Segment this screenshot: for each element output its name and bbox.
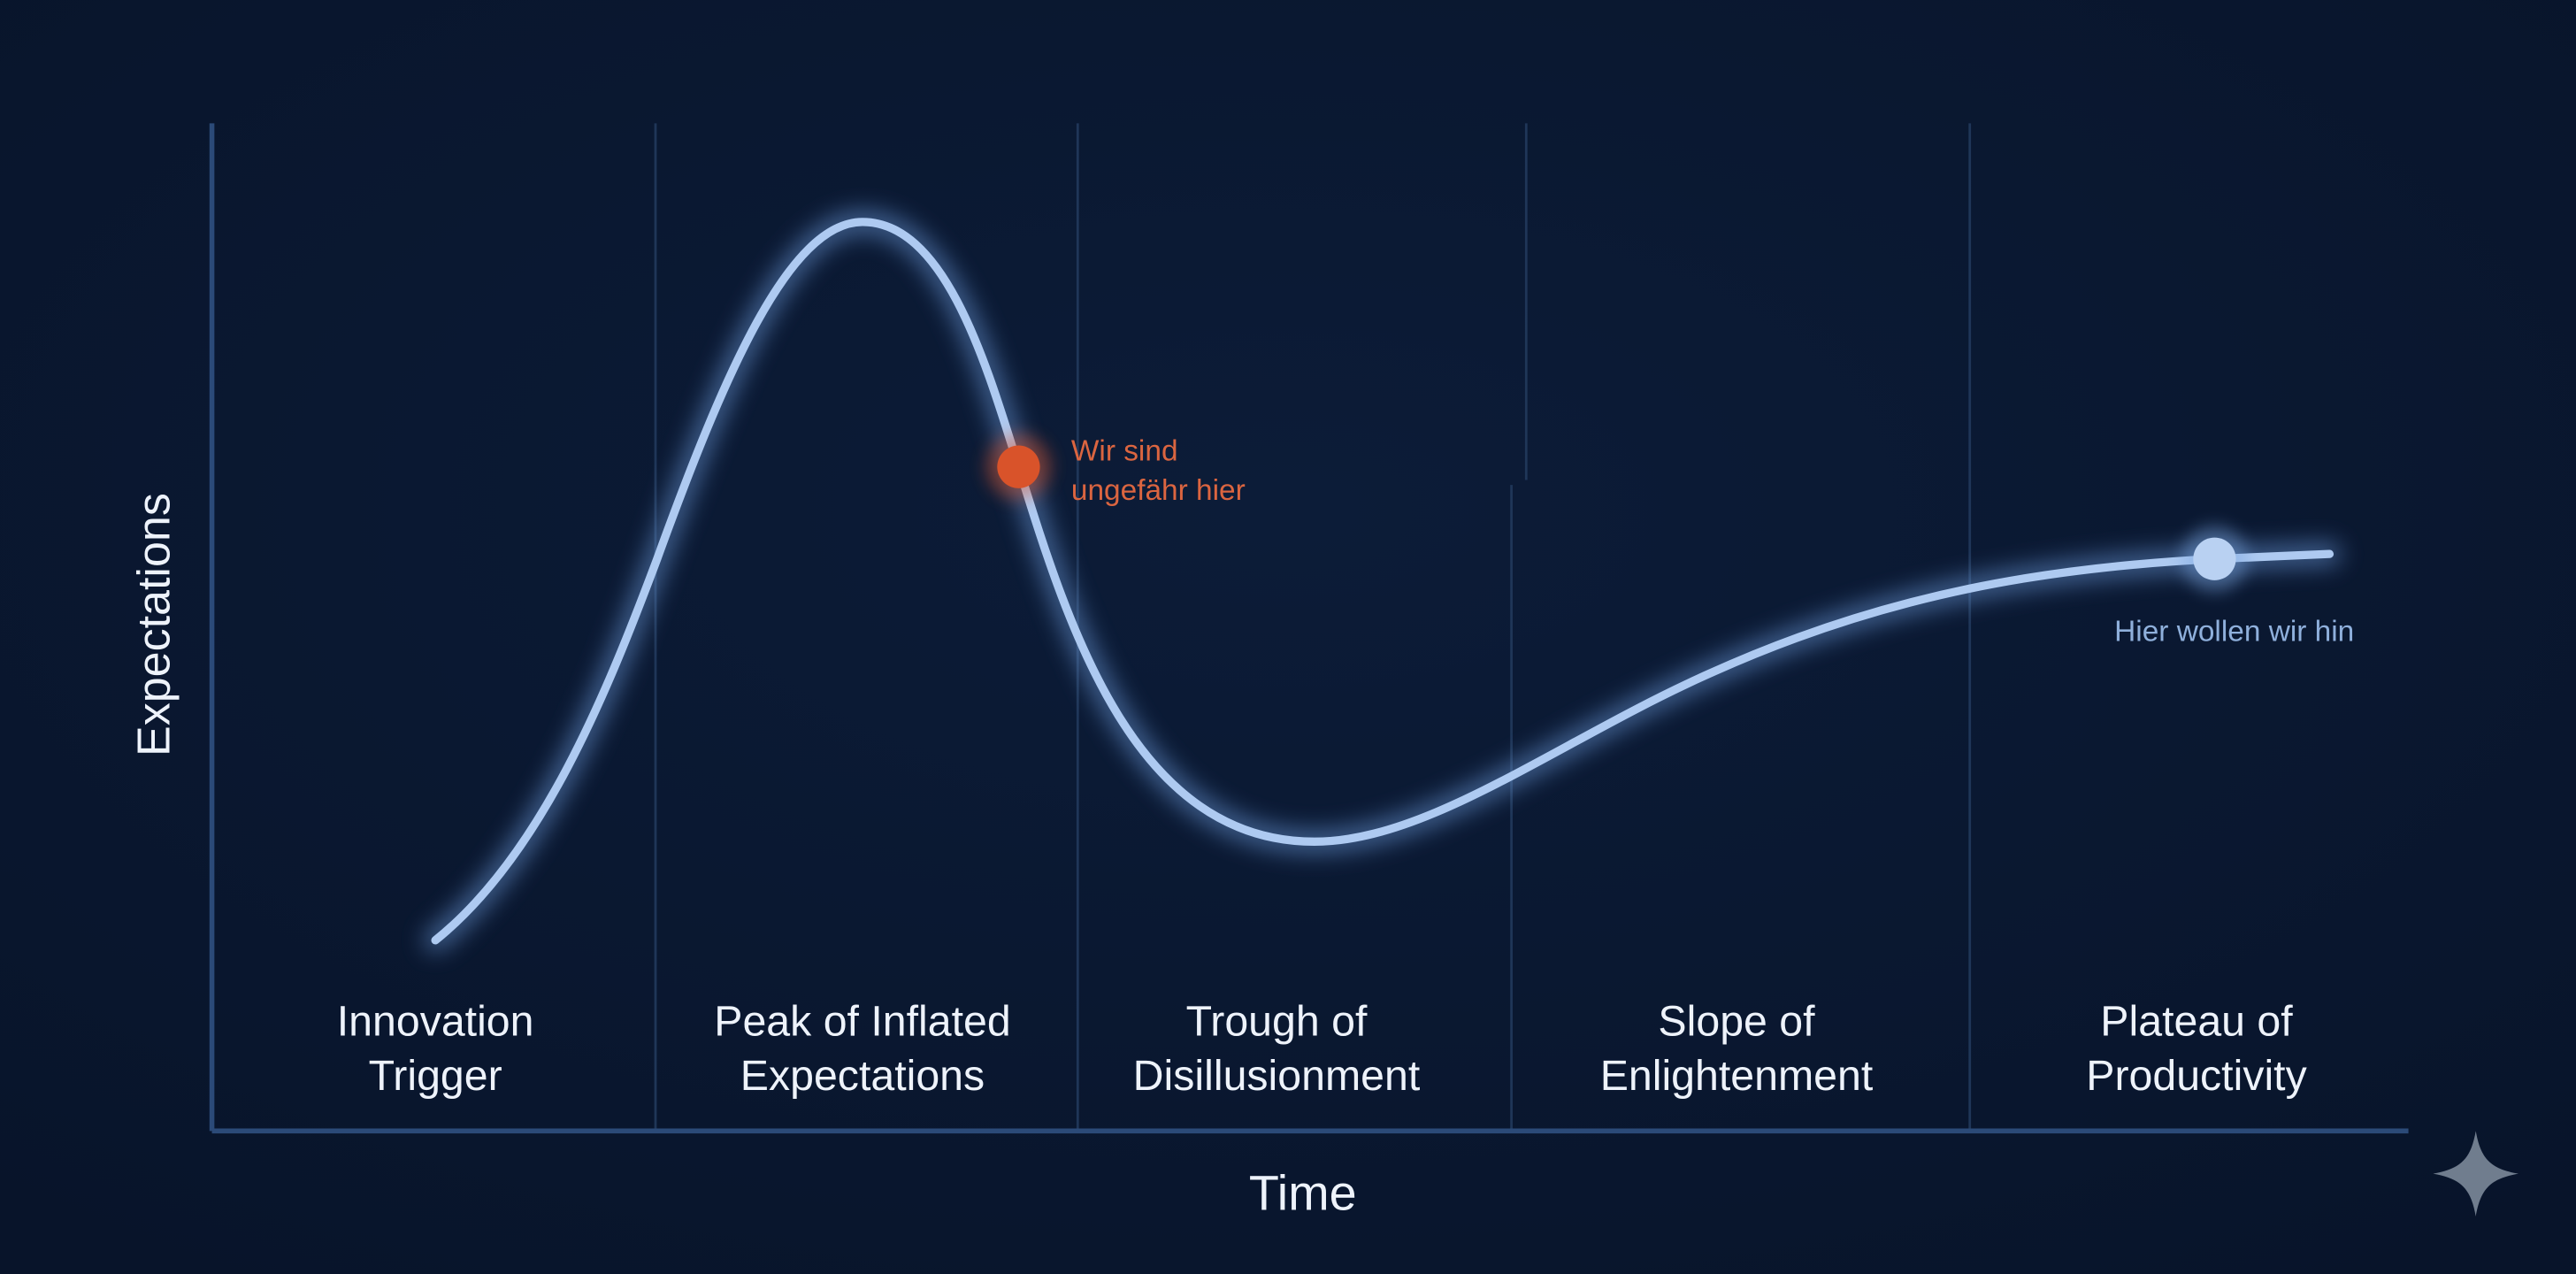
- current-note: Wir sind: [1071, 434, 1178, 467]
- phase-label: Plateau of: [2100, 998, 2293, 1046]
- goal-note: Hier wollen wir hin: [2114, 616, 2354, 649]
- current-note: ungefähr hier: [1071, 474, 1246, 507]
- phase-label: Trough of: [1186, 998, 1368, 1046]
- current-marker: [997, 445, 1040, 488]
- sparkle-icon: [2433, 1131, 2518, 1216]
- phase-label: Expectations: [740, 1052, 985, 1100]
- phase-label: Slope of: [1658, 998, 1815, 1046]
- phase-label: Productivity: [2086, 1052, 2307, 1100]
- phase-label: Disillusionment: [1133, 1052, 1421, 1100]
- phase-label: Enlightenment: [1600, 1052, 1874, 1100]
- x-axis-label: Time: [1249, 1166, 1357, 1221]
- phase-label: Peak of Inflated: [714, 998, 1010, 1046]
- hype-curve: [431, 218, 2334, 945]
- y-axis-label: Expectations: [128, 493, 180, 756]
- goal-marker: [2193, 537, 2236, 580]
- phase-label: Innovation: [337, 998, 534, 1046]
- phase-label: Trigger: [369, 1052, 502, 1100]
